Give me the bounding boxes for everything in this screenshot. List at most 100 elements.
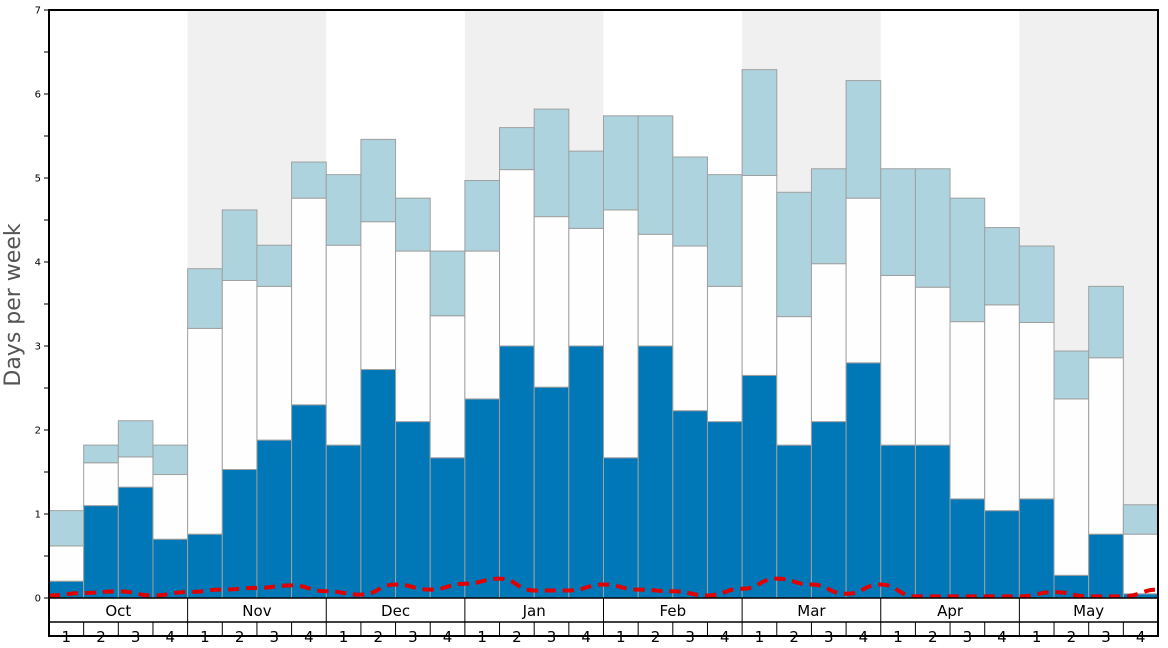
bar-top-segment: [637, 115, 674, 235]
bar-middle-segment: [117, 456, 154, 488]
bar-bottom-segment: [360, 369, 397, 599]
bar-top-segment: [291, 161, 327, 199]
week-label: 4: [997, 628, 1007, 646]
bar-middle-segment: [429, 315, 466, 459]
bar-middle-segment: [810, 263, 847, 423]
bar-middle-segment: [499, 169, 535, 347]
bar-bottom-segment: [984, 510, 1020, 599]
week-label: 3: [963, 628, 973, 646]
bar-bottom-segment: [880, 444, 916, 599]
week-label: 2: [789, 628, 799, 646]
bar-top-segment: [256, 244, 293, 287]
week-label: 2: [512, 628, 522, 646]
month-label: Dec: [381, 602, 410, 620]
bar-bottom-segment: [152, 538, 189, 599]
week-label: 4: [859, 628, 869, 646]
y-ticks: 0 1 2 3 4 5 6 7: [35, 6, 49, 605]
trend-line-path: [48, 576, 1159, 599]
bar-bottom-segment: [845, 362, 882, 599]
week-label: 4: [166, 628, 176, 646]
bar-middle-segment: [568, 227, 604, 347]
trend-line: [48, 576, 1159, 599]
bar-middle-segment: [464, 250, 501, 400]
week-label: 1: [893, 628, 903, 646]
bar-bottom-segment: [706, 421, 743, 599]
bar-middle-segment: [325, 244, 362, 446]
bar-bottom-segment: [395, 421, 431, 599]
bar-bottom-segment: [464, 398, 501, 599]
axes: [48, 9, 1159, 637]
bar-middle-segment: [776, 316, 812, 446]
bar-middle-segment: [1088, 357, 1124, 535]
bar-middle-segment: [187, 327, 223, 535]
y-tick-label: 6: [35, 90, 41, 101]
bar-top-segment: [1018, 245, 1055, 323]
bar-bottom-segment: [672, 410, 708, 599]
bar-bottom-segment: [221, 468, 258, 599]
month-label: Mar: [797, 602, 826, 620]
bar-top-segment: [603, 115, 639, 211]
week-label: 2: [373, 628, 383, 646]
bar-top-segment: [83, 444, 119, 464]
week-label: 1: [1032, 628, 1042, 646]
week-label: 2: [928, 628, 938, 646]
bar-middle-segment: [845, 197, 882, 364]
week-label: 3: [269, 628, 279, 646]
bar-bottom-segment: [429, 457, 466, 599]
week-label: 3: [547, 628, 557, 646]
bar-middle-segment: [83, 462, 119, 507]
week-label: 1: [477, 628, 487, 646]
bar-middle-segment: [256, 285, 293, 441]
bar-bottom-segment: [741, 374, 778, 599]
bar-middle-segment: [1018, 321, 1055, 500]
bar-top-segment: [429, 250, 466, 317]
week-label: 1: [339, 628, 349, 646]
bar-middle-segment: [949, 321, 986, 500]
bar-top-segment: [706, 174, 743, 287]
bar-top-segment: [1053, 350, 1090, 400]
bar-middle-segment: [637, 233, 674, 347]
bar-top-segment: [845, 80, 882, 199]
bar-bottom-segment: [776, 444, 812, 599]
bar-middle-segment: [880, 274, 916, 446]
week-label: 4: [443, 628, 453, 646]
bar-top-segment: [533, 108, 570, 218]
bar-top-segment: [48, 510, 85, 547]
month-label: Oct: [105, 602, 131, 620]
x-axis-labels: Oct Nov Dec Jan Feb Mar Apr May 1 2 3 4 1 2 3 4 1 2 3 4 1 2 3 4…: [62, 602, 1146, 646]
bar-bottom-segment: [83, 505, 119, 599]
bar-top-segment: [117, 420, 154, 458]
bar-bottom-segment: [325, 444, 362, 599]
bar-top-segment: [187, 268, 223, 329]
bar-top-segment: [568, 150, 604, 229]
bar-top-segment: [325, 174, 362, 246]
bar-top-segment: [499, 127, 535, 171]
bar-middle-segment: [1122, 533, 1159, 595]
bar-top-segment: [810, 168, 847, 265]
y-tick-label: 1: [35, 510, 41, 521]
y-tick-label: 7: [35, 6, 41, 17]
bars: [48, 69, 1159, 599]
y-tick-label: 0: [35, 594, 41, 605]
bar-middle-segment: [395, 250, 431, 423]
bar-top-segment: [984, 227, 1020, 306]
bar-bottom-segment: [533, 386, 570, 599]
bar-top-segment: [741, 69, 778, 176]
bar-top-segment: [672, 156, 708, 247]
bar-bottom-segment: [499, 345, 535, 599]
bar-top-segment: [221, 209, 258, 281]
month-label: Apr: [937, 602, 964, 620]
bar-bottom-segment: [291, 404, 327, 599]
bar-bottom-segment: [568, 345, 604, 599]
bar-middle-segment: [152, 474, 189, 540]
bar-top-segment: [1088, 285, 1124, 359]
week-label: 2: [651, 628, 661, 646]
week-label: 3: [685, 628, 695, 646]
week-label: 2: [96, 628, 106, 646]
week-label: 1: [200, 628, 210, 646]
bar-top-segment: [880, 168, 916, 276]
y-tick-label: 3: [35, 342, 41, 353]
month-label: May: [1073, 602, 1104, 620]
week-label: 1: [616, 628, 626, 646]
